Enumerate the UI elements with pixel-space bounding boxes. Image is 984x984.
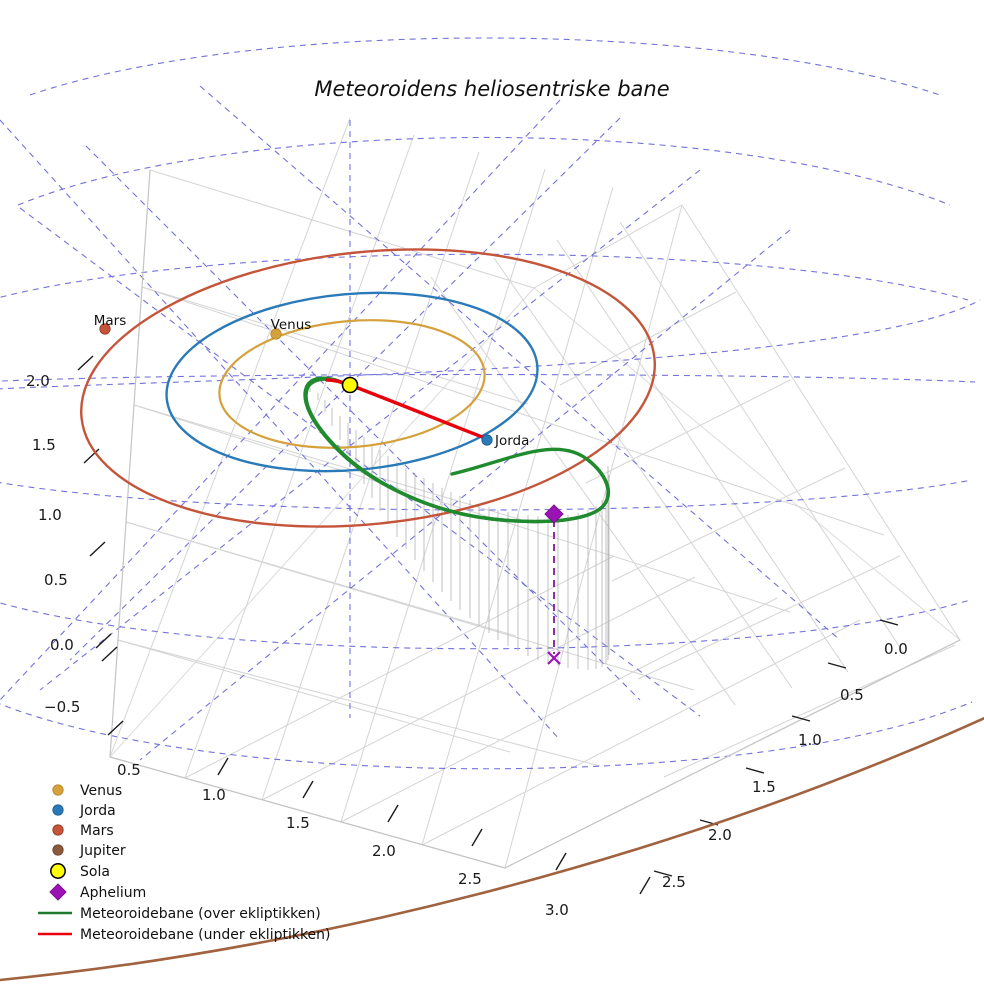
x-axis: 0.5 1.0 1.5 2.0 2.5 3.0 <box>117 757 651 919</box>
plot-legend: Venus Jorda Mars Jupiter Sola <box>38 783 331 943</box>
legend-label-jupiter: Jupiter <box>79 843 126 859</box>
x-tick-1.0 <box>302 780 314 799</box>
marker-mars <box>99 323 111 335</box>
legend-item-meteoroid-below[interactable]: Meteoroidebane (under ekliptikken) <box>38 927 331 943</box>
y-tick-0.0 <box>879 619 899 626</box>
marker-venus <box>270 328 282 340</box>
y-tick-label-1: 0.5 <box>840 686 864 704</box>
aphelion-projection-x-icon <box>547 651 561 665</box>
y-tick-0.5 <box>827 662 847 669</box>
label-jorda: Jorda <box>494 433 529 449</box>
body-markers: Mars Venus Jorda <box>94 313 564 524</box>
x-tick-label-2: 1.5 <box>286 814 310 832</box>
legend-item-jorda[interactable]: Jorda <box>52 803 116 819</box>
z-tick-label-2: 1.0 <box>38 506 62 524</box>
z-tick-label-1: 1.5 <box>32 436 56 454</box>
y-tick-1.5 <box>745 767 765 774</box>
y-axis: 0.0 0.5 1.0 1.5 2.0 2.5 <box>653 619 908 891</box>
legend-item-venus[interactable]: Venus <box>52 783 122 799</box>
y-tick-label-3: 1.5 <box>752 778 776 796</box>
legend-label-meteoroid-above: Meteoroidebane (over ekliptikken) <box>80 906 321 922</box>
legend-marker-venus-icon <box>52 784 64 796</box>
legend-marker-jupiter-icon <box>52 844 64 856</box>
x-tick-0.5 <box>217 757 229 776</box>
y-tick-label-4: 2.0 <box>708 826 732 844</box>
x-tick-1.5 <box>387 804 399 823</box>
legend-label-venus: Venus <box>80 783 122 799</box>
z-tick--0.5 <box>107 720 124 736</box>
legend-label-sola: Sola <box>80 864 110 880</box>
z-tick-label-0: 2.0 <box>26 372 50 390</box>
page-title: Meteoroidens heliosentriske bane <box>314 77 669 101</box>
z-tick-0.0b <box>101 646 118 662</box>
legend-item-mars[interactable]: Mars <box>52 823 114 839</box>
meteoroid-orbit-below-ecliptic <box>325 378 492 442</box>
axes-pane-grid <box>109 117 961 869</box>
orbit-stem-lines <box>309 388 610 670</box>
x-tick-label-5: 3.0 <box>545 901 569 919</box>
legend-marker-mars-icon <box>52 824 64 836</box>
axis-spines <box>109 169 961 869</box>
x-tick-label-0: 0.5 <box>117 761 141 779</box>
x-tick-2.0 <box>471 828 483 847</box>
legend-marker-sola-icon <box>50 863 66 879</box>
legend-label-jorda: Jorda <box>79 803 116 819</box>
marker-aphelium <box>544 504 564 524</box>
meteoroid-orbit-above-ecliptic <box>303 376 610 524</box>
y-tick-1.0b <box>791 715 811 722</box>
x-tick-label-1: 1.0 <box>202 786 226 804</box>
legend-marker-aphelium-icon <box>49 883 67 901</box>
x-tick-label-4: 2.5 <box>458 870 482 888</box>
legend-item-aphelium[interactable]: Aphelium <box>49 883 146 901</box>
legend-item-jupiter[interactable]: Jupiter <box>52 843 126 859</box>
orbit-mars <box>80 248 656 528</box>
z-tick-1.0 <box>89 541 106 557</box>
z-tick-label-3: 0.5 <box>44 571 68 589</box>
y-tick-label-2: 1.0 <box>798 731 822 749</box>
z-tick-1.5 <box>83 448 100 464</box>
label-venus: Venus <box>271 317 312 333</box>
z-tick-2.0 <box>77 355 94 371</box>
marker-jorda <box>481 434 493 446</box>
x-tick-3.0 <box>639 876 651 895</box>
z-axis: 2.0 1.5 1.0 0.5 0.0 −0.5 <box>26 355 124 736</box>
orbit-venus <box>218 319 486 449</box>
legend-item-sola[interactable]: Sola <box>50 863 110 880</box>
legend-label-meteoroid-below: Meteoroidebane (under ekliptikken) <box>80 927 331 943</box>
legend-label-mars: Mars <box>80 823 114 839</box>
pane-floor <box>109 286 961 869</box>
legend-marker-jorda-icon <box>52 804 64 816</box>
x-tick-label-3: 2.0 <box>372 842 396 860</box>
y-tick-label-5: 2.5 <box>662 873 686 891</box>
z-tick-label-5: −0.5 <box>44 698 80 716</box>
z-tick-0.5 <box>95 633 112 649</box>
legend-item-meteoroid-above[interactable]: Meteoroidebane (over ekliptikken) <box>38 906 321 922</box>
pane-left-vertical <box>109 117 683 869</box>
y-tick-2.5 <box>653 870 673 877</box>
label-mars: Mars <box>94 313 127 329</box>
z-tick-label-4: 0.0 <box>50 636 74 654</box>
marker-sola <box>341 376 359 394</box>
legend-label-aphelium: Aphelium <box>80 885 146 901</box>
y-tick-label-0: 0.0 <box>884 640 908 658</box>
pane-right-vertical <box>430 204 961 778</box>
ecliptic-dashed-grid <box>0 37 981 770</box>
x-tick-2.5 <box>555 852 567 871</box>
